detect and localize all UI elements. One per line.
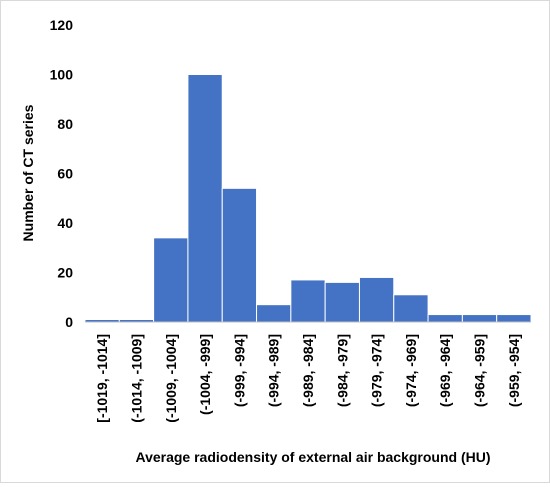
x-tick-label: (-979, -974]: [369, 334, 385, 407]
x-tick-label: (-994, -989]: [266, 334, 282, 407]
x-tick-label: (-969, -964]: [437, 334, 453, 407]
bars: [84, 74, 532, 323]
y-tick-label: 60: [57, 166, 73, 182]
x-tick-label: (-989, -984]: [300, 334, 316, 407]
x-tick-label: [-1019, -1014]: [94, 334, 110, 423]
x-tick-label: (-964, -959]: [472, 334, 488, 407]
bar: [496, 314, 532, 323]
bar: [290, 279, 326, 323]
y-tick-label: 80: [57, 116, 73, 132]
y-tick-label: 40: [57, 215, 73, 231]
bar: [427, 314, 463, 323]
bar: [393, 294, 429, 323]
x-tick-label: (-1004, -999]: [197, 334, 213, 415]
x-tick-label: (-959, -954]: [506, 334, 522, 407]
bar: [324, 281, 360, 323]
x-axis-ticks: [-1019, -1014] (-1014, -1009] (-1009, -100…: [94, 334, 522, 423]
y-tick-label: 0: [65, 314, 73, 330]
x-tick-label: (-974, -969]: [403, 334, 419, 407]
bar: [221, 187, 258, 323]
bar: [153, 237, 189, 323]
y-axis-title: Number of CT series: [20, 104, 36, 241]
y-tick-label: 100: [50, 67, 74, 83]
x-tick-label: (-1014, -1009]: [128, 334, 144, 423]
x-axis-title: Average radiodensity of external air bac…: [135, 449, 490, 465]
bar: [461, 314, 498, 323]
bar: [256, 304, 292, 323]
bar: [187, 74, 223, 323]
bar: [358, 276, 395, 323]
x-tick-label: (-999, -994]: [231, 334, 247, 407]
x-tick-label: (-1009, -1004]: [163, 334, 179, 423]
y-axis-ticks: 0 20 40 60 80 100 120: [50, 17, 74, 330]
x-tick-label: (-984, -979]: [334, 334, 350, 407]
y-tick-label: 20: [57, 265, 73, 281]
y-tick-label: 120: [50, 17, 74, 33]
